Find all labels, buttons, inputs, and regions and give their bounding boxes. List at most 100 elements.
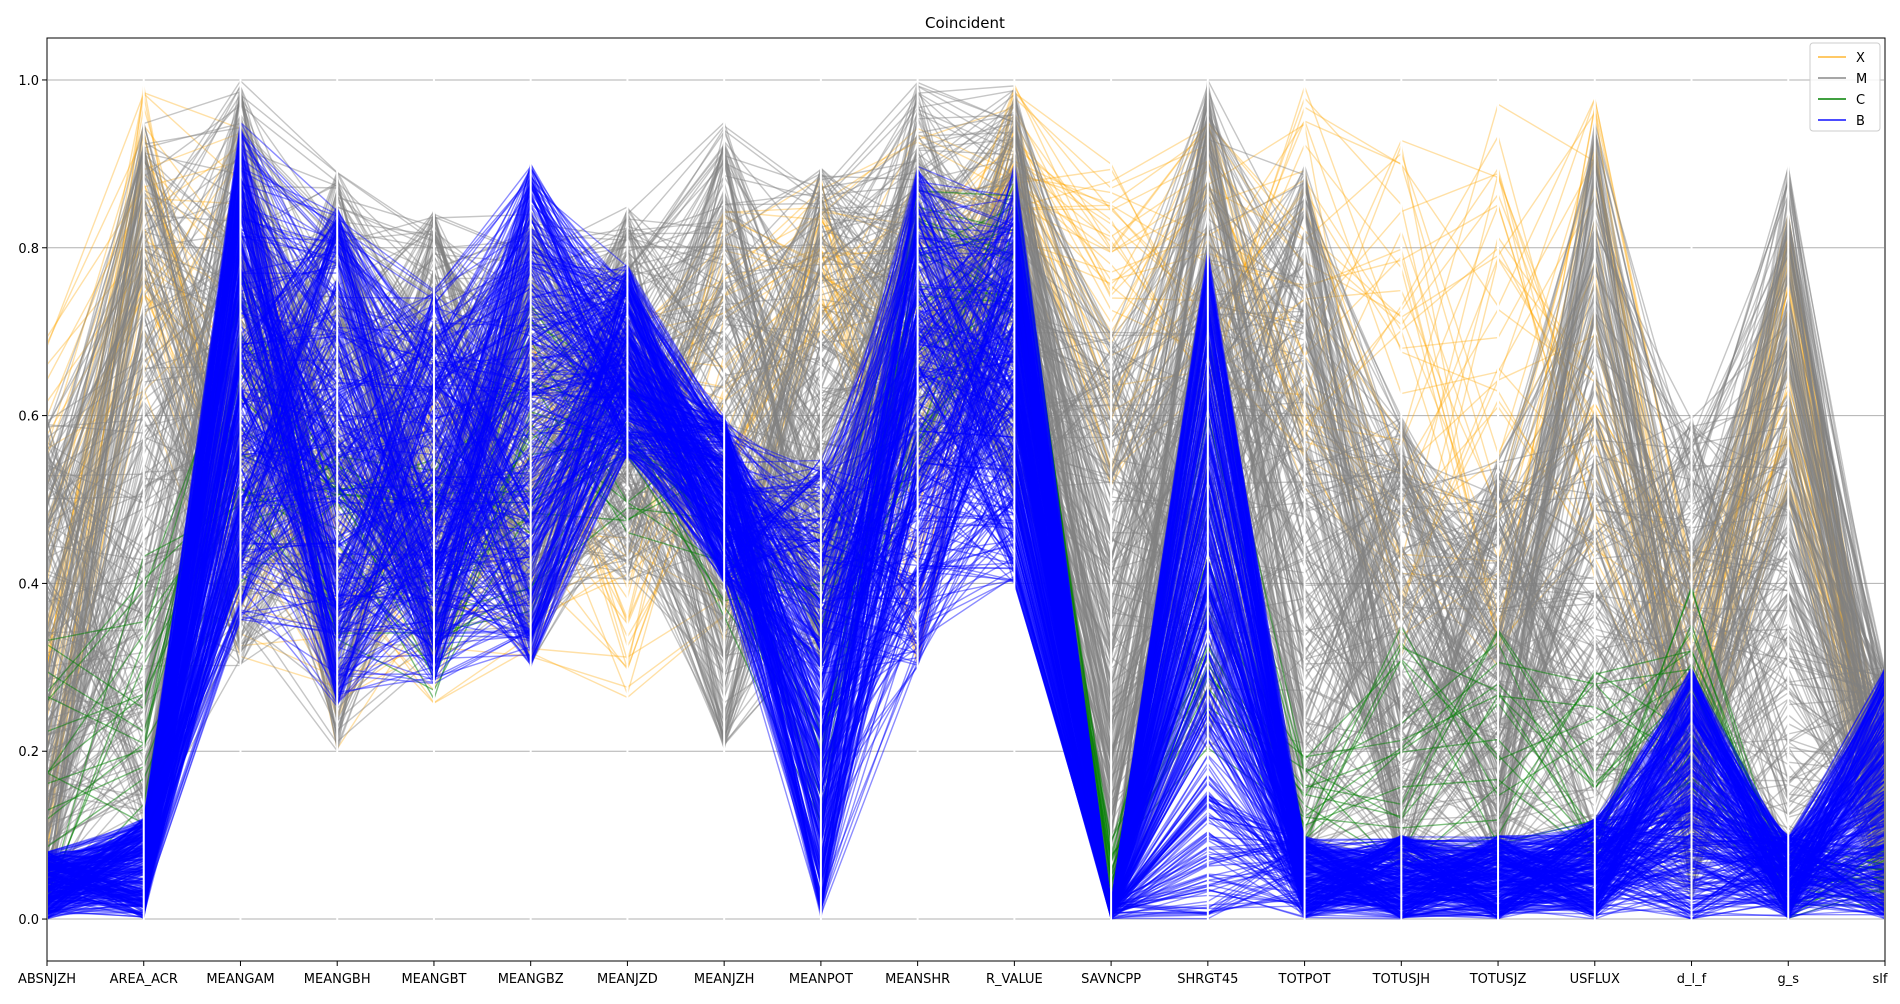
- series-line-B: [46, 274, 1886, 920]
- series-line-B: [46, 173, 1886, 915]
- series-line-M: [46, 215, 1886, 872]
- series-line-M: [46, 165, 1886, 867]
- series-line-X: [46, 91, 1886, 807]
- x-tick-label: MEANSHR: [885, 972, 950, 987]
- series-line-M: [46, 228, 1886, 859]
- series-line-B: [46, 215, 1886, 905]
- series-line-B: [46, 284, 1886, 919]
- x-tick-label: g_s: [1777, 972, 1799, 987]
- series-line-M: [46, 151, 1886, 905]
- series-line-B: [46, 303, 1886, 903]
- series-line-B: [46, 306, 1886, 913]
- series-line-M: [46, 191, 1886, 885]
- series-line-B: [46, 259, 1886, 918]
- series-line-M: [46, 90, 1886, 909]
- series-line-B: [46, 250, 1886, 910]
- series-line-M: [46, 107, 1886, 860]
- series-line-B: [46, 300, 1886, 920]
- series-line-B: [46, 183, 1886, 919]
- series-line-B: [46, 353, 1886, 919]
- series-line-B: [46, 176, 1886, 913]
- series-line-B: [46, 239, 1886, 914]
- series-line-B: [46, 267, 1886, 917]
- series-line-B: [46, 194, 1886, 921]
- series-line-M: [46, 208, 1886, 860]
- series-line-M: [46, 121, 1886, 905]
- series-line-M: [46, 138, 1886, 874]
- series-line-B: [46, 205, 1886, 918]
- series-line-B: [46, 250, 1886, 918]
- series-line-B: [46, 168, 1886, 905]
- series-line-B: [46, 166, 1886, 919]
- series-line-B: [46, 314, 1886, 920]
- series-line-B: [46, 187, 1886, 920]
- series-line-B: [46, 168, 1886, 919]
- series-line-B: [46, 174, 1886, 919]
- series-line-M: [46, 119, 1886, 781]
- series-line-B: [46, 272, 1886, 917]
- series-line-B: [46, 171, 1886, 916]
- series-line-M: [46, 174, 1886, 821]
- series-line-M: [46, 318, 1886, 901]
- series-line-M: [46, 84, 1886, 903]
- series-line-B: [46, 220, 1886, 916]
- series-line-B: [46, 170, 1886, 909]
- series-line-M: [46, 147, 1886, 852]
- series-line-M: [46, 192, 1886, 852]
- series-line-M: [46, 131, 1886, 901]
- series-line-X: [46, 147, 1886, 798]
- series-line-B: [46, 231, 1886, 914]
- series-line-X: [46, 133, 1886, 837]
- series-line-M: [46, 96, 1886, 852]
- series-line-B: [46, 170, 1886, 918]
- series-line-M: [46, 129, 1886, 855]
- series-line-B: [46, 187, 1886, 911]
- series-line-M: [46, 89, 1886, 847]
- series-line-B: [46, 350, 1886, 920]
- series-line-B: [46, 193, 1886, 907]
- series-line-B: [46, 126, 1886, 918]
- series-line-B: [46, 133, 1886, 917]
- series-line-M: [46, 118, 1886, 819]
- series-line-B: [46, 227, 1886, 906]
- series-line-M: [46, 146, 1886, 915]
- series-line-B: [46, 176, 1886, 916]
- series-line-B: [46, 177, 1886, 920]
- series-line-B: [46, 243, 1886, 915]
- series-line-M: [46, 79, 1886, 831]
- series-line-X: [46, 147, 1886, 862]
- series-line-M: [46, 145, 1886, 757]
- series-line-B: [46, 202, 1886, 920]
- series-line-M: [46, 92, 1886, 914]
- series-line-M: [46, 206, 1886, 812]
- series-line-M: [46, 167, 1886, 920]
- series-line-M: [46, 165, 1886, 861]
- series-line-B: [46, 225, 1886, 920]
- series-line-M: [46, 196, 1886, 838]
- series-line-B: [46, 235, 1886, 911]
- series-line-M: [46, 150, 1886, 886]
- x-tick-label: MEANGAM: [206, 972, 274, 987]
- series-line-B: [46, 197, 1886, 920]
- series-line-M: [46, 124, 1886, 906]
- series-line-B: [46, 216, 1886, 915]
- series-line-M: [46, 164, 1886, 899]
- series-line-M: [46, 84, 1886, 824]
- series-line-X: [46, 127, 1886, 813]
- series-line-B: [46, 325, 1886, 915]
- series-line-X: [46, 181, 1886, 881]
- series-line-B: [46, 271, 1886, 914]
- series-line-M: [46, 169, 1886, 815]
- series-line-B: [46, 300, 1886, 916]
- series-line-B: [46, 189, 1886, 919]
- series-line-B: [46, 181, 1886, 908]
- series-line-B: [46, 253, 1886, 919]
- series-line-M: [46, 143, 1886, 809]
- series-line-B: [46, 177, 1886, 917]
- series-line-B: [46, 361, 1886, 919]
- series-line-B: [46, 164, 1886, 911]
- series-line-B: [46, 223, 1886, 920]
- series-line-B: [46, 259, 1886, 920]
- series-line-B: [46, 309, 1886, 915]
